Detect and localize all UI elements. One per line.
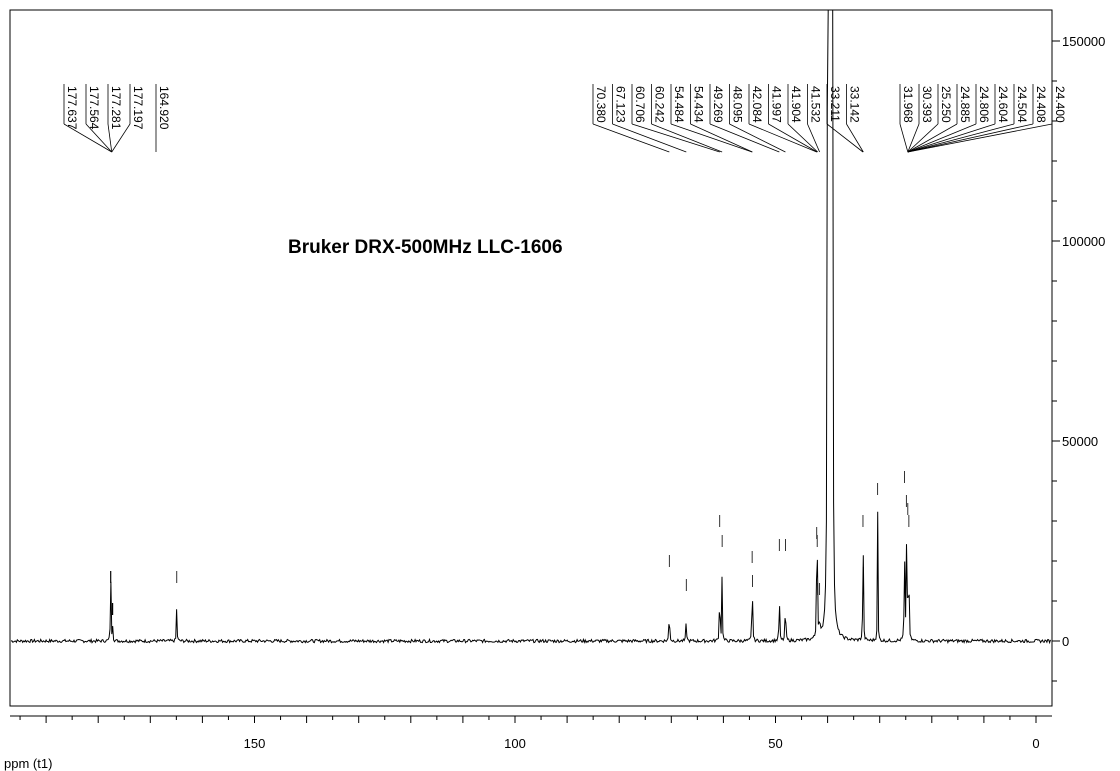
peak-label: 41.532: [809, 86, 823, 123]
peak-leader: [85, 123, 113, 153]
peak-label: 54.434: [692, 86, 706, 123]
peak-label: 24.400: [1053, 86, 1067, 123]
plot-frame: [9, 9, 1053, 707]
spectrum-line: [10, 9, 1051, 645]
peak-label: 25.250: [939, 86, 953, 123]
peak-labels: 177.637 177.564 177.281 177.197 164.920 70.38…: [63, 84, 1067, 153]
peak-leader: [807, 123, 820, 153]
peak-leader: [907, 123, 920, 153]
x-tick-label: 100: [504, 736, 526, 751]
y-axis: 0 50000 100000 150000: [1052, 34, 1105, 682]
peak-leader: [729, 123, 786, 153]
peak-leader: [907, 123, 1015, 153]
y-tick-label: 50000: [1062, 434, 1098, 449]
peak-label: 33.211: [828, 86, 842, 122]
peak-leader: [111, 123, 131, 153]
peak-leader: [748, 123, 817, 153]
peak-label: 70.380: [594, 86, 608, 123]
peak-label: 24.806: [977, 86, 991, 123]
peak-leader: [690, 123, 753, 153]
peak-label: 24.604: [996, 86, 1010, 123]
peak-label: 41.997: [770, 86, 784, 123]
peak-leader: [592, 123, 670, 153]
peak-leader: [907, 123, 939, 153]
peak-label: 48.095: [731, 86, 745, 123]
peak-label: 24.408: [1034, 86, 1048, 123]
spectrum-series: [10, 9, 1051, 645]
x-axis-title: ppm (t1): [4, 756, 52, 771]
peak-label: 41.904: [789, 86, 803, 123]
peak-label: 49.269: [711, 86, 725, 123]
peak-label: 33.142: [848, 86, 862, 123]
peak-leader: [107, 123, 113, 153]
x-tick-label: 150: [244, 736, 266, 751]
peak-label: 164.920: [157, 86, 171, 130]
peak-leader: [907, 123, 996, 153]
peak-leader: [631, 123, 720, 153]
peak-leader: [899, 123, 909, 153]
peak-leader: [63, 123, 112, 153]
peak-label: 177.281: [109, 86, 123, 130]
peak-label: 177.637: [65, 86, 79, 130]
peak-leader: [826, 123, 864, 153]
peak-leader: [907, 123, 1053, 153]
peak-label: 60.242: [653, 86, 667, 123]
peak-leader: [787, 123, 818, 153]
peak-leader: [651, 123, 723, 153]
chart-title: Bruker DRX-500MHz LLC-1606: [288, 237, 563, 258]
y-tick-label: 0: [1062, 634, 1069, 649]
peak-label: 30.393: [920, 86, 934, 123]
peak-label: 177.564: [87, 86, 101, 130]
peak-leader: [907, 123, 958, 153]
peak-label: 42.084: [750, 86, 764, 123]
peak-label: 177.197: [131, 86, 145, 130]
peak-label: 54.484: [672, 86, 686, 123]
peak-leader: [709, 123, 780, 153]
peak-leader: [907, 123, 977, 153]
peak-label: 67.123: [614, 86, 628, 123]
peak-label: 24.504: [1015, 86, 1029, 123]
peak-label: 60.706: [633, 86, 647, 123]
x-axis: 150 100 50 0: [10, 715, 1052, 751]
peak-leader: [612, 123, 687, 153]
peak-label: 31.968: [901, 86, 915, 123]
y-tick-label: 150000: [1062, 34, 1105, 49]
x-tick-label: 0: [1032, 736, 1039, 751]
y-tick-label: 100000: [1062, 234, 1105, 249]
peak-leader: [670, 123, 753, 153]
x-tick-label: 50: [768, 736, 782, 751]
peak-leader: [907, 123, 1034, 153]
peak-leader: [768, 123, 818, 153]
peak-label: 24.885: [958, 86, 972, 123]
peak-leader: [846, 123, 864, 153]
